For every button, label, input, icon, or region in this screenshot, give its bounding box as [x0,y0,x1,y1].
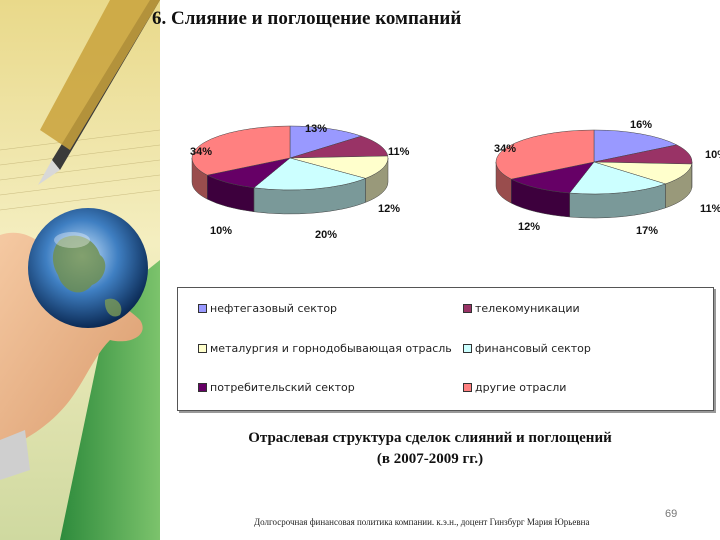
legend-label: другие отрасли [475,381,567,394]
pie-charts: 13% 11% 12% 20% 10% 34% 16% 10% 11% 17% 12% 34% [190,119,720,241]
legend-label: финансовый сектор [475,342,591,355]
caption-line-1: Отраслевая структура сделок слияний и по… [248,430,612,446]
pie-slice [289,125,363,159]
pie-data-label: 11% [700,203,720,215]
pie-chart-2009: 16% 10% 11% 17% 12% 34% [494,119,720,237]
legend-swatch [463,383,472,392]
pie-slice [289,135,389,159]
legend-label: телекомуникации [475,302,580,315]
legend-item-consumer: потребительский сектор [198,381,355,394]
pie-slice [593,129,678,163]
chart-legend: нефтегазовый сектор телекомуникации мета… [177,287,714,411]
decorative-artwork [0,0,160,540]
pie-data-label: 11% [388,146,410,158]
pie-slice [191,125,291,176]
pie-data-label: 34% [494,143,516,155]
caption-line-2: (в 2007-2009 гг.) [376,451,484,467]
legend-item-metallurgy: металургия и горнодобывающая отрасль [198,342,452,355]
page-number: 69 [665,508,678,520]
pie-slice [253,157,367,191]
legend-item-oil-gas: нефтегазовый сектор [198,302,337,315]
legend-swatch [463,344,472,353]
pie-slice [593,161,693,185]
legend-label: потребительский сектор [210,381,355,394]
pie-slice [495,129,595,180]
pie-slice [510,161,595,194]
hand-globe-illustration [0,0,160,540]
chart-caption: Отраслевая структура сделок слияний и по… [160,428,700,470]
slide-footer: Долгосрочная финансовая политика компани… [254,517,590,527]
pie-data-label: 10% [705,149,720,161]
legend-label: нефтегазовый сектор [210,302,338,315]
pie-data-label: 12% [518,221,540,233]
pie-data-label: 12% [378,203,400,215]
legend-swatch [198,383,207,392]
legend-swatch [463,304,472,313]
pie-chart-2007: 13% 11% 12% 20% 10% 34% [190,123,410,241]
pie-data-label: 16% [630,119,652,131]
pie-slice [569,161,667,195]
legend-item-finance: финансовый сектор [463,342,591,355]
legend-swatch [198,344,207,353]
legend-item-other: другие отрасли [463,381,566,394]
pie-data-label: 34% [190,146,212,158]
pie-data-label: 17% [636,225,658,237]
legend-label: металургия и горнодобывающая отрасль [210,342,452,355]
slide-title: 6. Слияние и поглощение компаний [152,8,462,29]
legend-swatch [198,304,207,313]
pie-data-label: 20% [315,229,337,241]
pie-data-label: 13% [305,123,327,135]
pie-data-label: 10% [210,225,232,237]
pie-slice [289,155,389,179]
legend-item-telecom: телекомуникации [463,302,580,315]
